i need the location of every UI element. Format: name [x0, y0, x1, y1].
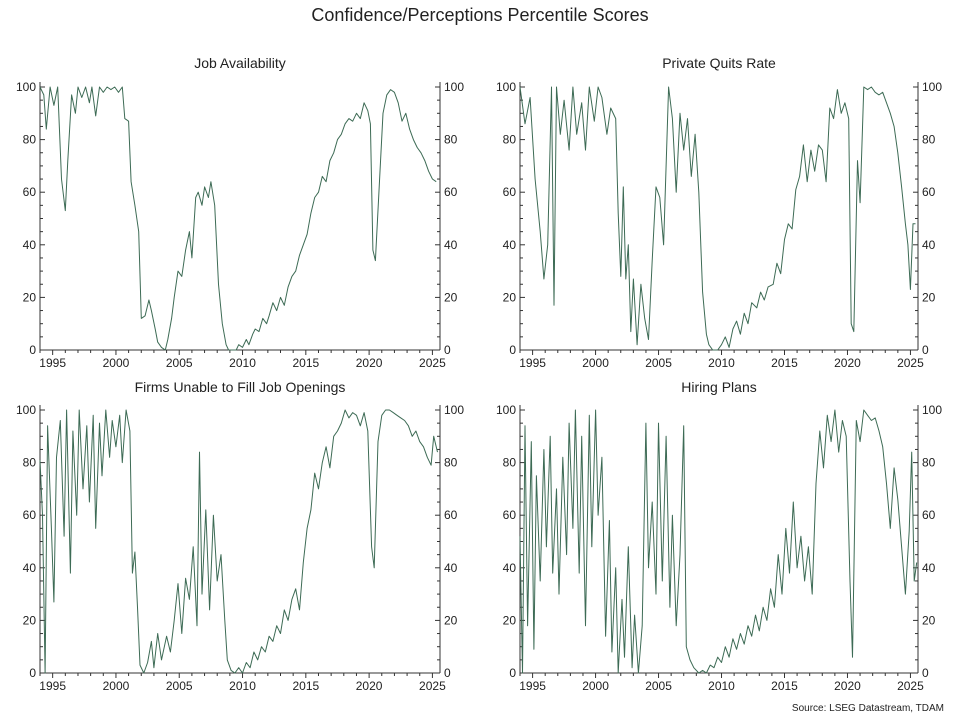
- y-tick-label-left: 20: [503, 613, 517, 627]
- y-tick-label-left: 20: [503, 290, 517, 304]
- y-tick-label-left: 60: [23, 185, 37, 199]
- x-tick-label: 2025: [897, 356, 924, 370]
- y-tick-label-right: 80: [444, 456, 458, 470]
- panel-title: Job Availability: [194, 55, 286, 71]
- y-tick-label-right: 0: [922, 666, 929, 680]
- y-tick-label-left: 80: [23, 133, 37, 147]
- y-tick-label-right: 0: [922, 343, 929, 357]
- x-tick-label: 2000: [103, 356, 130, 370]
- y-tick-label-left: 0: [509, 666, 516, 680]
- series-line: [39, 86, 437, 351]
- x-tick-label: 2005: [645, 679, 672, 693]
- y-tick-label-left: 40: [503, 561, 517, 575]
- y-tick-label-left: 60: [503, 185, 517, 199]
- y-tick-label-right: 100: [922, 80, 942, 94]
- y-tick-label-left: 20: [23, 613, 37, 627]
- y-tick-label-left: 0: [29, 343, 36, 357]
- y-tick-label-right: 40: [444, 561, 458, 575]
- x-tick-label: 2005: [166, 679, 193, 693]
- x-tick-label: 1995: [519, 356, 546, 370]
- series-line: [519, 86, 916, 351]
- x-tick-label: 2020: [834, 356, 861, 370]
- y-tick-label-left: 100: [16, 80, 36, 94]
- x-tick-label: 2025: [419, 679, 446, 693]
- y-tick-label-right: 20: [922, 290, 936, 304]
- x-tick-label: 2020: [356, 356, 383, 370]
- x-tick-label: 2025: [419, 356, 446, 370]
- panel-title: Hiring Plans: [681, 379, 756, 395]
- y-tick-label-right: 0: [444, 666, 451, 680]
- y-tick-label-right: 60: [922, 185, 936, 199]
- x-tick-label: 2010: [229, 356, 256, 370]
- y-tick-label-right: 100: [922, 403, 942, 417]
- x-tick-label: 2020: [834, 679, 861, 693]
- panel-title: Private Quits Rate: [662, 55, 776, 71]
- y-tick-label-right: 80: [922, 133, 936, 147]
- y-tick-label-right: 40: [922, 561, 936, 575]
- x-tick-label: 2025: [897, 679, 924, 693]
- y-tick-label-left: 0: [509, 343, 516, 357]
- x-tick-label: 1995: [39, 679, 66, 693]
- y-tick-label-right: 80: [444, 133, 458, 147]
- x-tick-label: 1995: [519, 679, 546, 693]
- y-tick-label-left: 20: [23, 290, 37, 304]
- y-tick-label-right: 60: [922, 508, 936, 522]
- y-tick-label-left: 40: [23, 561, 37, 575]
- y-tick-label-right: 20: [444, 290, 458, 304]
- x-tick-label: 2000: [582, 679, 609, 693]
- x-tick-label: 2005: [645, 356, 672, 370]
- main-title: Confidence/Perceptions Percentile Scores: [311, 5, 649, 25]
- y-tick-label-left: 0: [29, 666, 36, 680]
- x-tick-label: 2015: [771, 679, 798, 693]
- x-tick-label: 2000: [582, 356, 609, 370]
- x-tick-label: 2000: [103, 679, 130, 693]
- x-tick-label: 2005: [166, 356, 193, 370]
- y-tick-label-left: 100: [496, 80, 516, 94]
- y-tick-label-left: 100: [496, 403, 516, 417]
- y-tick-label-right: 20: [922, 613, 936, 627]
- x-tick-label: 2015: [292, 356, 319, 370]
- y-tick-label-right: 60: [444, 508, 458, 522]
- y-tick-label-left: 60: [503, 508, 517, 522]
- x-tick-label: 2010: [229, 679, 256, 693]
- y-tick-label-right: 60: [444, 185, 458, 199]
- y-tick-label-right: 20: [444, 613, 458, 627]
- x-tick-label: 2010: [708, 679, 735, 693]
- y-tick-label-left: 80: [503, 456, 517, 470]
- y-tick-label-left: 40: [503, 238, 517, 252]
- y-tick-label-right: 80: [922, 456, 936, 470]
- x-tick-label: 1995: [39, 356, 66, 370]
- y-tick-label-right: 100: [444, 80, 464, 94]
- y-tick-label-left: 40: [23, 238, 37, 252]
- y-tick-label-left: 80: [503, 133, 517, 147]
- y-tick-label-right: 40: [922, 238, 936, 252]
- x-tick-label: 2010: [708, 356, 735, 370]
- x-tick-label: 2015: [771, 356, 798, 370]
- y-tick-label-left: 100: [16, 403, 36, 417]
- x-tick-label: 2015: [292, 679, 319, 693]
- y-tick-label-right: 100: [444, 403, 464, 417]
- x-tick-label: 2020: [356, 679, 383, 693]
- y-tick-label-right: 0: [444, 343, 451, 357]
- series-line: [519, 409, 918, 674]
- panel-title: Firms Unable to Fill Job Openings: [135, 379, 346, 395]
- y-tick-label-left: 80: [23, 456, 37, 470]
- y-tick-label-right: 40: [444, 238, 458, 252]
- y-tick-label-left: 60: [23, 508, 37, 522]
- series-line: [39, 409, 438, 674]
- source-note: Source: LSEG Datastream, TDAM: [791, 703, 944, 714]
